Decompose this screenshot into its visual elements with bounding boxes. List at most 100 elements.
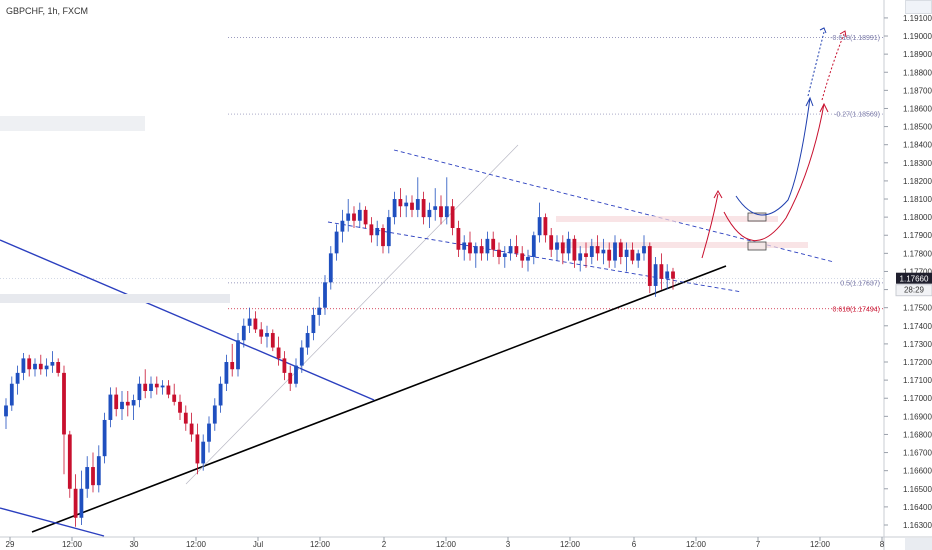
last-price-badge: [896, 272, 932, 284]
projection-small-curve: [701, 193, 719, 259]
fib-level-label: -0.618(1.18991): [830, 35, 880, 42]
price-tick-label: 1.16300: [903, 521, 932, 530]
candle-body: [218, 383, 223, 406]
candlestick-series: [4, 177, 675, 527]
candle-body: [317, 307, 322, 315]
watermark-logo: [905, 538, 932, 550]
price-tick-label: 1.17200: [903, 358, 932, 367]
candle-body: [566, 238, 571, 254]
price-tick-label: 1.17500: [903, 304, 932, 313]
price-tick-label: 1.18100: [903, 195, 932, 204]
support-trendline: [31, 265, 727, 533]
projection-blue-extension: [807, 31, 825, 97]
last-price-label: 1.17660: [900, 275, 929, 284]
candle-body: [189, 423, 194, 435]
price-tick-label: 1.18800: [903, 68, 932, 77]
candle-body: [584, 253, 588, 257]
candle-body: [497, 249, 501, 257]
candle-body: [102, 419, 107, 457]
target-box-lower: [747, 241, 767, 251]
candle-body: [404, 202, 409, 207]
candle-body: [549, 235, 554, 250]
candle-body: [178, 401, 182, 413]
candle-body: [160, 385, 165, 388]
price-tick-label: 1.16600: [903, 467, 932, 476]
candle-body: [241, 325, 246, 341]
candle-body: [624, 249, 629, 257]
price-tick-label: 1.18600: [903, 104, 932, 113]
price-axis[interactable]: 1.19100 1.19000 1.18900 1.18800 1.18700 1.186…: [883, 0, 932, 550]
candle-body: [253, 318, 258, 330]
candle-body: [230, 362, 235, 370]
candle-body: [653, 264, 658, 286]
candle-body: [4, 405, 8, 417]
resistance-zone: [556, 216, 778, 222]
candle-body: [44, 365, 49, 370]
candle-body: [433, 206, 438, 210]
time-tick-label: 30: [130, 540, 139, 549]
candle-body: [479, 246, 484, 254]
candle-body: [247, 318, 252, 326]
candle-body: [607, 249, 612, 261]
fib-level-label: 0.618(1.17494): [833, 306, 880, 313]
candle-body: [560, 242, 565, 254]
candle-body: [386, 217, 391, 247]
price-tick-label: 1.17100: [903, 376, 932, 385]
candle-body: [195, 434, 200, 464]
candle-body: [589, 246, 594, 257]
settings-button[interactable]: [905, 0, 932, 14]
price-tick-label: 1.18700: [903, 86, 932, 95]
candle-body: [143, 383, 148, 391]
time-axis[interactable]: 29 12:00 30 12:00 Jul 12:00 2 12:00 3 12:00 6 12:00…: [0, 536, 932, 549]
target-box-upper: [747, 212, 767, 222]
candle-body: [450, 206, 455, 228]
countdown-label: 28:29: [904, 286, 925, 295]
candle-body: [79, 488, 84, 518]
arrowhead-red-lower: [819, 102, 829, 113]
candle-body: [613, 242, 617, 261]
candle-body: [537, 217, 542, 236]
price-tick-label: 1.16900: [903, 412, 932, 421]
candle-body: [526, 256, 530, 261]
price-tick-label: 1.16800: [903, 430, 932, 439]
fib-level-label: 0.5(1.17637): [840, 280, 880, 287]
price-grid: [0, 37, 884, 310]
candle-body: [259, 329, 264, 337]
candle-body: [201, 441, 206, 464]
price-tick-label: 1.16700: [903, 449, 932, 458]
candle-body: [282, 358, 287, 373]
arrowhead-blue-lower: [805, 96, 814, 107]
price-tick-label: 1.17700: [903, 267, 932, 276]
arrowhead-red: [839, 30, 847, 38]
candle-body: [212, 405, 217, 424]
legend-panel: [0, 116, 145, 131]
candle-body: [357, 209, 362, 221]
candle-body: [114, 394, 119, 410]
candle-body: [410, 202, 414, 210]
candle-body: [340, 220, 345, 232]
time-tick-label: Jul: [253, 540, 263, 549]
candle-body: [27, 358, 32, 370]
fib-level-label: -0.27(1.18569): [834, 112, 880, 119]
candle-body: [38, 363, 43, 370]
candle-body: [369, 224, 374, 236]
candle-body: [154, 383, 159, 388]
candle-body: [502, 253, 507, 257]
time-tick-label: 6: [632, 540, 637, 549]
candle-body: [508, 246, 513, 254]
price-tick-label: 1.18000: [903, 213, 932, 222]
price-tick-label: 1.16400: [903, 503, 932, 512]
candle-body: [595, 246, 600, 254]
fib-level-labels: -0.618(1.18991) -0.27(1.18569) 0.5(1.17637…: [830, 35, 880, 313]
candle-body: [647, 246, 652, 286]
countdown-badge: [895, 284, 932, 297]
time-tick-label: 7: [756, 540, 761, 549]
candle-body: [659, 264, 664, 279]
price-tick-label: 1.17300: [903, 340, 932, 349]
projection-red-extension: [821, 33, 845, 101]
candle-body: [444, 206, 449, 218]
candle-body: [236, 340, 240, 370]
candle-body: [85, 467, 90, 489]
price-tick-label: 1.18400: [903, 141, 932, 150]
